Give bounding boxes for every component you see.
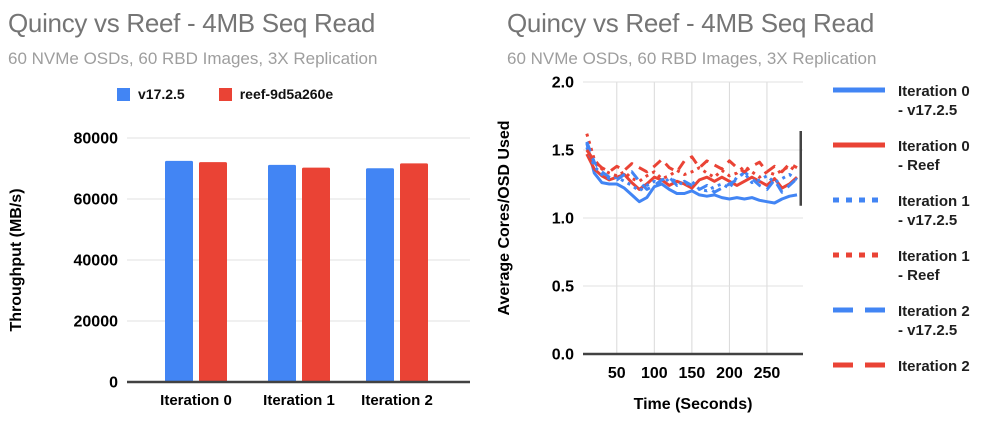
y-tick-label: 1.5 xyxy=(552,143,574,160)
y-tick-label: 0.5 xyxy=(552,279,574,296)
y-tick-label: 60000 xyxy=(74,192,119,209)
legend-label-line: - Reef xyxy=(898,157,940,174)
y-tick-label: 0 xyxy=(109,375,118,392)
line-chart-legend: Iteration 0- v17.2.5 Iteration 0- Reef Ite… xyxy=(833,82,970,376)
legend-item: Iteration 2 - v17.2.5 xyxy=(833,302,970,340)
legend-item: Iteration 1 - Reef xyxy=(833,247,970,285)
y-tick-label: 2.0 xyxy=(552,75,574,92)
y-tick-label: 0.0 xyxy=(552,347,574,364)
y-axis-title: Throughput (MB/s) xyxy=(8,188,25,331)
line-series-Iteration 1 - Reef xyxy=(585,133,798,183)
bar-chart-legend: v17.2.5 reef-9d5a260e xyxy=(117,86,333,102)
chart-subtitle: 60 NVMe OSDs, 60 RBD Images, 3X Replicat… xyxy=(8,49,378,68)
legend-swatch xyxy=(218,87,232,101)
legend-item: reef-9d5a260e xyxy=(218,86,334,102)
y-tick-label: 1.0 xyxy=(552,211,574,228)
y-tick-label: 40000 xyxy=(74,253,119,270)
legend-label-line: Iteration 0 xyxy=(898,83,970,100)
bar-reef-9d5a260e xyxy=(400,163,428,382)
legend-item: v17.2.5 xyxy=(117,86,185,102)
category-label: Iteration 1 xyxy=(263,392,335,409)
x-tick-label: 200 xyxy=(716,365,743,382)
legend-label-line: - v17.2.5 xyxy=(898,102,958,119)
legend-label: Iteration 2 - v17.2.5 xyxy=(898,302,970,340)
bar-v17.2.5 xyxy=(366,168,394,382)
y-tick-label: 20000 xyxy=(74,314,119,331)
legend-label: Iteration 2 xyxy=(898,357,970,376)
legend-line-swatch xyxy=(833,362,885,368)
bar-v17.2.5 xyxy=(165,160,193,382)
bar-reef-9d5a260e xyxy=(199,162,227,382)
legend-label-line: Iteration 0 xyxy=(898,138,970,155)
legend-label: Iteration 0 - v17.2.5 xyxy=(898,82,970,120)
legend-label: Iteration 1 - v17.2.5 xyxy=(898,192,970,230)
legend-label-line: Iteration 2 xyxy=(898,358,970,375)
x-tick-label: 150 xyxy=(679,365,706,382)
throughput-bar-chart: Quincy vs Reef - 4MB Seq Read 60 NVMe OS… xyxy=(8,8,470,409)
legend-label: reef-9d5a260e xyxy=(239,86,334,102)
legend-line-swatch xyxy=(833,197,885,203)
line-chart-plot-area: 50 100 150 200 250 0.0 0.5 1.0 1.5 2.0 Time (Secon… xyxy=(497,75,803,413)
legend-line-swatch xyxy=(833,307,885,313)
bar-reef-9d5a260e xyxy=(302,167,330,382)
legend-label-line: Iteration 1 xyxy=(898,193,970,210)
bar-v17.2.5 xyxy=(268,164,296,382)
x-tick-label: 250 xyxy=(754,365,781,382)
legend-label: Iteration 0 - Reef xyxy=(898,137,970,175)
x-axis-title: Time (Seconds) xyxy=(634,396,753,413)
legend-label-line: - v17.2.5 xyxy=(898,322,958,339)
y-tick-label: 80000 xyxy=(74,131,119,148)
legend-label-line: Iteration 2 xyxy=(898,303,970,320)
category-label: Iteration 2 xyxy=(361,392,433,409)
legend-label-line: Iteration 1 xyxy=(898,248,970,265)
x-tick-label: 100 xyxy=(641,365,668,382)
chart-title: Quincy vs Reef - 4MB Seq Read xyxy=(8,8,376,38)
legend-label-line: - v17.2.5 xyxy=(898,212,958,229)
category-label: Iteration 0 xyxy=(160,392,232,409)
legend-item: Iteration 0 - v17.2.5 xyxy=(833,82,970,120)
line-series-Iteration 1 - v17.2.5 xyxy=(585,146,798,193)
legend-line-swatch xyxy=(833,142,885,148)
legend-swatch xyxy=(117,87,130,101)
chart-title: Quincy vs Reef - 4MB Seq Read xyxy=(507,8,875,38)
legend-label-line: - Reef xyxy=(898,267,940,284)
line-series-Iteration 2 - v17.2.5 xyxy=(585,141,799,194)
legend-item: Iteration 1 - v17.2.5 xyxy=(833,192,970,230)
legend-item: Iteration 0 - Reef xyxy=(833,137,970,175)
chart-subtitle: 60 NVMe OSDs, 60 RBD Images, 3X Replicat… xyxy=(507,49,877,68)
legend-label: v17.2.5 xyxy=(138,86,185,102)
legend-label: Iteration 1 - Reef xyxy=(898,247,970,285)
line-series-Iteration 2 xyxy=(585,149,798,174)
legend-item: Iteration 2 xyxy=(833,357,970,376)
legend-line-swatch xyxy=(833,87,885,93)
legend-line-swatch xyxy=(833,252,885,258)
y-axis-title: Average Cores/OSD Used xyxy=(497,120,513,315)
x-tick-label: 50 xyxy=(608,365,626,382)
cpu-usage-line-chart: Quincy vs Reef - 4MB Seq Read 60 NVMe OS… xyxy=(497,0,993,429)
line-series-Iteration 0 - v17.2.5 xyxy=(585,142,798,205)
bar-chart-plot-area: 0 20000 40000 60000 80000 Iteration 0 Iteratio… xyxy=(8,131,470,409)
